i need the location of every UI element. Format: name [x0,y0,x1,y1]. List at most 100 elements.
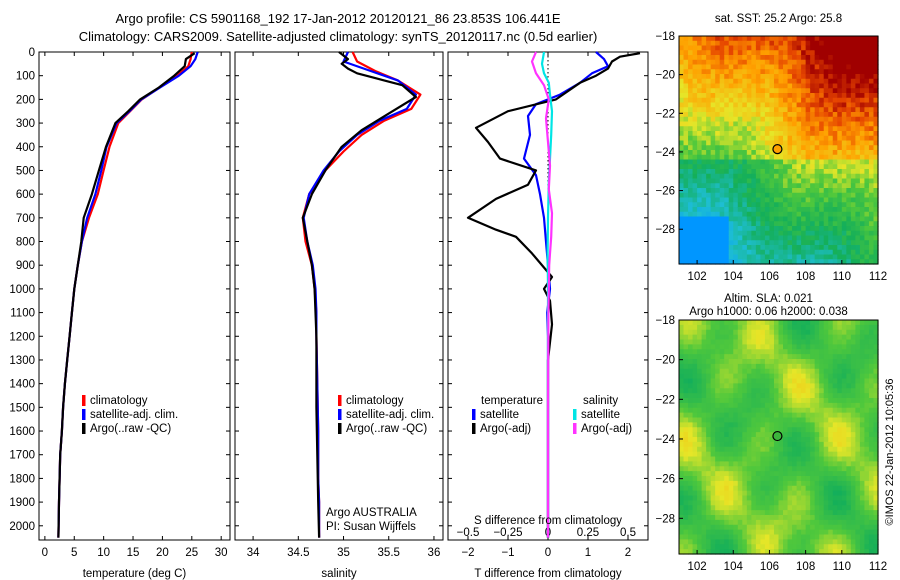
sla-cell [801,398,807,404]
sst-cell [683,88,689,94]
sla-cell [715,529,721,536]
sst-cell [801,135,807,142]
sst-cell [783,83,789,89]
sla-cell [778,359,784,365]
sla-cell [715,320,721,326]
sst-cell [683,188,689,194]
sst-cell [728,55,734,61]
sla-cell [688,334,694,341]
sst-cell [742,97,748,104]
sla-cell [692,519,698,526]
sst-cell [796,36,802,42]
sla-cell [773,407,780,414]
sla-cell [832,544,838,550]
sla-cell [773,485,780,492]
sla-cell [828,539,834,545]
sst-cell [873,230,879,237]
sla-cell [697,490,703,497]
sla-cell [801,402,807,409]
sla-cell [692,417,698,423]
sst-cell [728,164,734,170]
sst-cell [724,226,730,232]
sla-cell [746,437,752,443]
sst-cell [769,259,775,265]
sst-cell [746,64,752,70]
sst-cell [769,59,775,66]
sst-cell [841,259,847,265]
sst-cell [692,192,698,199]
sst-cell [679,83,685,89]
sla-cell [783,412,789,419]
sst-cell [760,74,766,80]
sst-cell [751,202,757,208]
sla-cell [783,446,789,453]
sla-cell [828,510,834,516]
sla-cell [850,441,856,448]
sla-cell [841,388,847,394]
sla-cell [859,359,866,365]
sst-cell [728,207,734,213]
sst-cell [873,121,879,127]
sst-cell [864,226,870,232]
sla-cell [837,334,843,341]
sst-cell [724,154,730,161]
sst-cell [868,188,875,194]
sla-cell [679,398,685,404]
sst-cell [846,40,852,47]
sst-cell [737,36,743,42]
sla-cell [828,368,834,375]
sst-cell [679,74,685,80]
sla-cell [719,451,725,458]
sla-cell [742,471,748,477]
sla-cell [710,432,716,438]
sla-cell [746,519,752,526]
sst-cell [841,245,847,251]
sst-cell [701,88,707,94]
sst-cell [742,254,748,260]
sst-cell [778,36,784,42]
sst-cell [773,259,780,265]
sla-cell [828,329,834,336]
sla-cell [864,490,870,497]
sla-cell [855,427,861,433]
sla-cell [697,339,703,345]
sst-cell [742,183,748,189]
sla-cell [764,490,771,497]
sla-cell [783,451,789,458]
sst-cell [746,59,752,66]
sst-cell [873,202,879,208]
sla-cell [819,407,825,414]
sst-cell [783,64,789,70]
sla-cell [823,373,829,380]
sst-cell [864,245,870,251]
sst-cell [755,78,762,85]
sst-cell [733,69,739,75]
sla-cell [692,354,698,360]
sst-cell [688,197,694,203]
sla-cell [710,495,716,501]
sst-cell [701,83,707,89]
sla-cell [778,466,784,472]
sst-cell [746,102,752,108]
sst-cell [810,64,816,70]
sst-cell [706,107,712,113]
sla-cell [742,437,748,443]
sst-cell [710,169,716,175]
sst-cell [850,126,856,132]
sla-cell [837,339,843,345]
sla-cell [814,320,820,326]
sla-cell [823,329,829,336]
sst-cell [728,64,734,70]
sst-cell [764,116,771,123]
sla-cell [805,422,811,428]
sla-cell [683,432,689,438]
sst-cell [823,197,829,203]
sla-cell [742,373,748,380]
sst-cell [873,97,879,104]
sst-cell [701,249,707,256]
sst-cell [832,226,838,232]
sst-cell [733,40,739,47]
sla-cell [850,529,856,536]
sst-cell [814,211,820,218]
sla-cell [751,417,757,423]
